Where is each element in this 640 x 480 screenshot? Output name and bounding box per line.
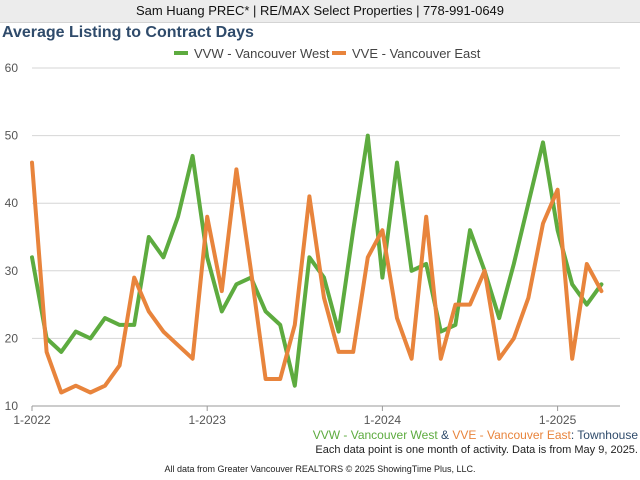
footer-source: All data from Greater Vancouver REALTORS… xyxy=(164,464,476,474)
x-tick-label-1-2024: 1-2024 xyxy=(364,413,402,427)
y-tick-label-60: 60 xyxy=(5,61,19,75)
x-tick-label-1-2025: 1-2025 xyxy=(539,413,577,427)
footer-amp: & xyxy=(437,428,453,442)
legend-label-vve: VVE - Vancouver East xyxy=(352,46,481,61)
header-banner: Sam Huang PREC* | RE/MAX Select Properti… xyxy=(0,0,640,23)
footer-property-type: Townhouse xyxy=(577,428,638,442)
footer-note: Each data point is one month of activity… xyxy=(315,444,638,456)
footer-series-west: VVW - Vancouver West xyxy=(312,428,438,442)
y-tick-label-50: 50 xyxy=(5,129,19,143)
y-tick-label-10: 10 xyxy=(5,399,19,413)
y-tick-label-40: 40 xyxy=(5,196,19,210)
grid-lines xyxy=(32,67,620,407)
header-text: Sam Huang PREC* | RE/MAX Select Properti… xyxy=(135,3,505,18)
axes xyxy=(31,406,559,411)
series-lines xyxy=(30,133,604,395)
footer-series-east: VVE - Vancouver East xyxy=(452,428,571,442)
y-tick-label-20: 20 xyxy=(5,331,19,345)
footer-colon: : xyxy=(570,428,578,442)
chart-title: Average Listing to Contract Days xyxy=(2,24,254,41)
x-tick-label-1-2023: 1-2023 xyxy=(189,413,227,427)
tick-labels: 10 20 30 40 50 60 1-2022 1-2023 1-2024 1-2025 xyxy=(5,61,577,427)
x-tick-label-1-2022: 1-2022 xyxy=(13,413,51,427)
series-line-vve xyxy=(30,160,604,395)
footer-series-caption: VVW - Vancouver West & VVE - Vancouver E… xyxy=(313,428,638,442)
y-tick-label-30: 30 xyxy=(5,264,19,278)
legend: VVW - Vancouver West VVE - Vancouver East xyxy=(174,46,481,61)
legend-label-vvw: VVW - Vancouver West xyxy=(194,46,330,61)
